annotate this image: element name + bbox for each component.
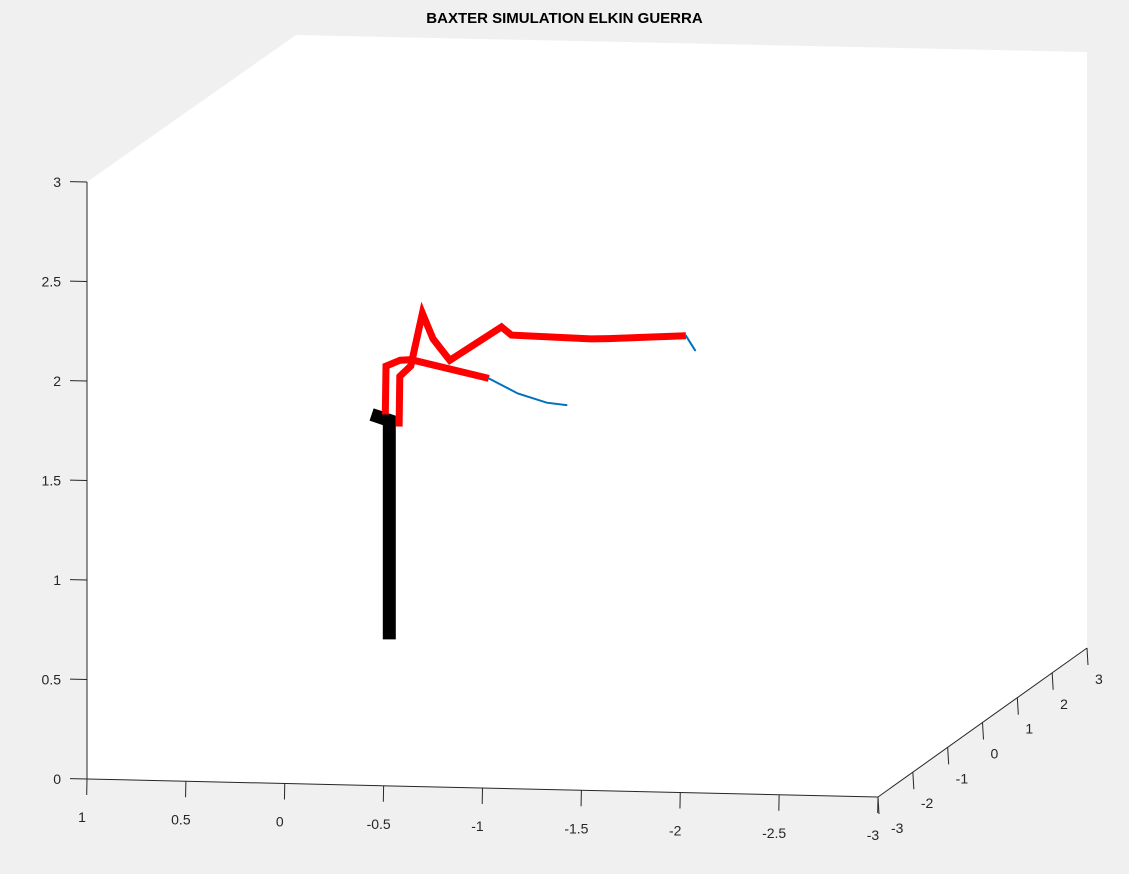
y-tick-mark — [1016, 697, 1019, 715]
z-tick-label: 0.5 — [42, 672, 62, 688]
axes-box — [86, 35, 1088, 798]
y-tick-mark — [1086, 647, 1089, 666]
y-tick-mark — [912, 772, 915, 790]
y-tick-mark — [982, 722, 984, 740]
x-tick-label: -2 — [669, 823, 682, 839]
x-tick-label: 1 — [78, 809, 86, 825]
arm-link — [381, 356, 490, 415]
y-tick-label: -2 — [921, 795, 934, 811]
x-tick-label: 0 — [276, 814, 284, 830]
x-tick-label: -2.5 — [762, 825, 786, 841]
y-tick-mark — [947, 747, 950, 765]
z-tick-label: 2 — [53, 373, 61, 389]
y-tick-mark — [877, 796, 880, 815]
torso-link — [369, 408, 396, 640]
z-tick-label: 3 — [53, 174, 61, 190]
axis-ticks: 0 0.5 1 1.5 2 2.5 3 1 0.5 0 -0.5 -1 -1.5 -2 -2.5 -3 -3 -2… — [42, 174, 1103, 843]
x-tick-label: -0.5 — [367, 816, 391, 832]
arm-link — [395, 301, 687, 427]
x-tick-label: 0.5 — [171, 811, 191, 827]
x-tick-label: -3 — [867, 827, 880, 843]
x-tick-label: -1 — [471, 818, 484, 834]
y-tick-label: 2 — [1060, 696, 1068, 712]
z-tick-label: 1 — [53, 572, 61, 588]
trajectory-line — [487, 377, 568, 407]
chart-title: BAXTER SIMULATION ELKIN GUERRA — [426, 10, 703, 27]
y-tick-label: -1 — [956, 770, 969, 786]
y-tick-label: 3 — [1095, 671, 1103, 687]
y-tick-label: 0 — [991, 746, 999, 762]
y-tick-label: 1 — [1025, 721, 1033, 737]
data-series — [369, 301, 697, 640]
z-tick-label: 2.5 — [42, 274, 62, 290]
x-tick-label: -1.5 — [564, 820, 588, 836]
axes-background — [87, 35, 1087, 797]
z-tick-label: 0 — [53, 771, 61, 787]
z-tick-label: 1.5 — [42, 473, 62, 489]
y-tick-mark — [1051, 672, 1054, 690]
y-tick-label: -3 — [891, 820, 904, 836]
trajectory-line — [684, 334, 697, 352]
